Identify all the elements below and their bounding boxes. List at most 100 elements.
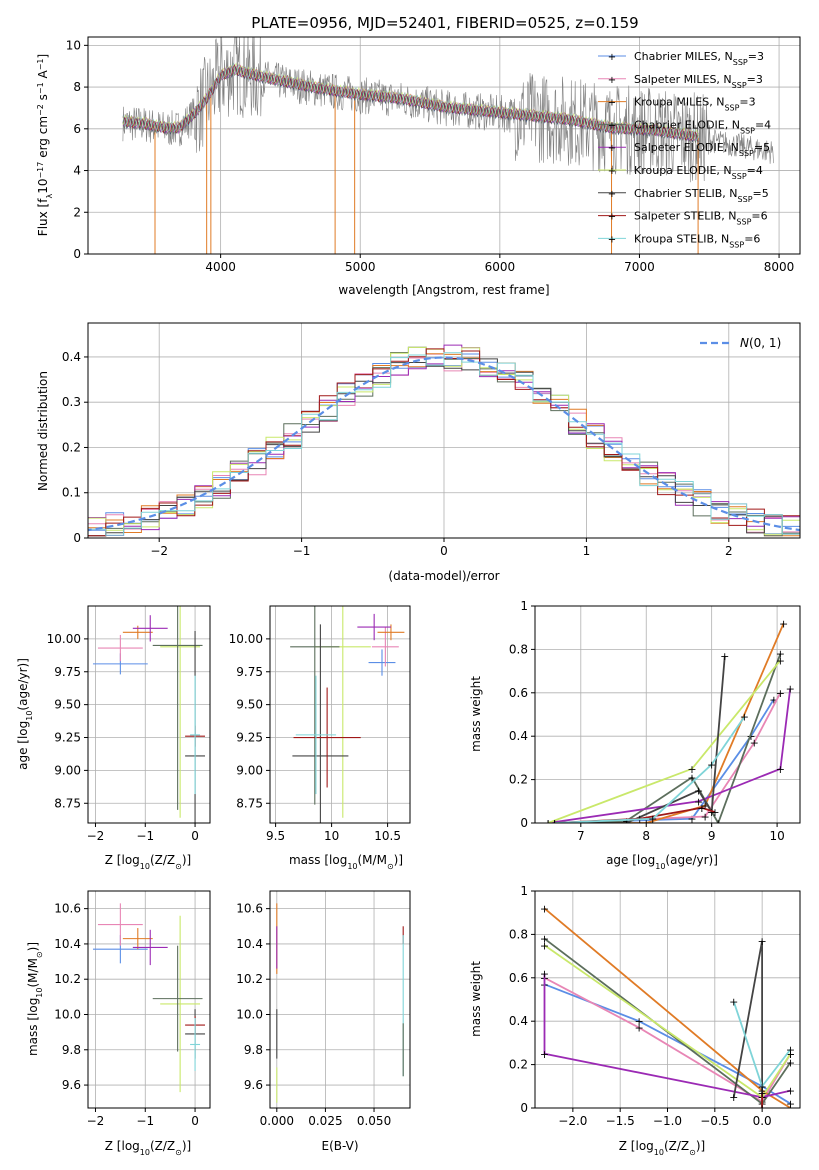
mass-weight-series-4 — [547, 688, 792, 823]
axes-frame — [534, 890, 801, 1109]
mass-weight-point: + — [758, 1080, 767, 1093]
y-tick-label: 0.3 — [62, 395, 81, 409]
axes-frame — [269, 605, 411, 824]
mass-weight-point: + — [687, 763, 696, 776]
spectrum-xlabel: wavelength [Angstrom, rest frame] — [338, 283, 549, 297]
x-tick-label: 7 — [577, 829, 585, 843]
mass-weight-point: + — [707, 758, 716, 771]
mass-weight-point: + — [720, 650, 729, 663]
x-tick-label: 7000 — [624, 260, 655, 274]
mass-vs-Z-axes: −2 −1 0 9.6 9.8 10.0 10.2 10.4 10.6 — [54, 890, 211, 1128]
mass-vs-Z-plot — [92, 903, 206, 1093]
age-vs-mass-plot — [290, 606, 405, 823]
mass-weight-point: + — [786, 682, 795, 695]
y-tick-label: 0 — [73, 247, 81, 261]
mass-weight-point: + — [740, 711, 749, 724]
x-tick-label: 0.025 — [308, 1114, 342, 1128]
mass-weight-point: + — [714, 817, 723, 830]
y-tick-label: 10.4 — [54, 937, 81, 951]
y-tick-label: 10.00 — [47, 632, 81, 646]
mass-weight-series-4 — [543, 973, 791, 1099]
x-tick-label: −1 — [136, 1114, 154, 1128]
y-tick-label: 9.6 — [62, 1078, 81, 1092]
mass-weight-point: + — [694, 784, 703, 797]
mass-weight-point: + — [776, 687, 785, 700]
mass-weight-point: + — [758, 1087, 767, 1100]
legend-label: Chabrier ELODIE, NSSP=4 — [634, 118, 771, 135]
y-tick-label: 0.8 — [509, 927, 528, 941]
y-tick-label: 0 — [520, 1101, 528, 1115]
residual-histogram-6 — [88, 358, 800, 537]
legend-marker: + — [608, 75, 616, 86]
legend-label: Chabrier STELIB, NSSP=5 — [634, 187, 769, 204]
mass-weight-point: + — [540, 902, 549, 915]
x-tick-label: 1 — [583, 544, 591, 558]
x-tick-label: 0 — [191, 1114, 199, 1128]
residual-histogram-8 — [88, 352, 800, 537]
legend-label: Salpeter ELODIE, NSSP=5 — [634, 141, 770, 158]
age-vs-mass-xlabel: mass [log10(M/M⊙)] — [289, 853, 403, 871]
age-vs-mass-axes: 9.5 10 10.5 8.75 9.00 9.25 9.50 9.75 10.00 — [229, 605, 411, 843]
y-tick-label: 0.2 — [509, 773, 528, 787]
mass-weight-point: + — [540, 1048, 549, 1061]
legend-label: Kroupa STELIB, NSSP=6 — [634, 232, 760, 249]
mass-weight-point: + — [776, 648, 785, 661]
mass-weight-series-6 — [732, 940, 763, 1108]
model-spectrum-5 — [122, 62, 699, 141]
residuals-ylabel: Normed distribution — [36, 371, 50, 491]
x-tick-label: 5000 — [345, 260, 376, 274]
age-vs-Z-xlabel: Z [log10(Z/Z⊙)] — [105, 853, 191, 871]
x-tick-label: 10.5 — [374, 829, 401, 843]
reference-legend-label: N(0, 1) — [740, 336, 781, 350]
mass-weight-vs-Z-xlabel: Z [log10(Z/Z⊙)] — [619, 1139, 705, 1157]
y-tick-label: 10.6 — [54, 902, 81, 916]
mass-vs-ebv-axes: 0.000 0.025 0.050 9.6 9.8 10.0 10.2 10.4 10.6 — [236, 890, 411, 1128]
y-tick-label: 10.4 — [236, 937, 263, 951]
mass-weight-point: + — [550, 817, 559, 830]
residuals-axes: −2 −1 0 1 2 0 0.1 0.2 0.3 0.4 — [62, 322, 801, 558]
y-tick-label: 10 — [66, 38, 81, 52]
figure-title: PLATE=0956, MJD=52401, FIBERID=0525, z=0… — [251, 14, 638, 32]
age-vs-Z-plot — [92, 606, 206, 823]
y-tick-label: 0.2 — [62, 440, 81, 454]
x-tick-label: 0 — [191, 829, 199, 843]
model-spectrum-6 — [122, 64, 699, 144]
y-tick-label: 0.4 — [509, 729, 528, 743]
mass-weight-series-5 — [547, 659, 782, 823]
legend-marker: + — [608, 166, 616, 177]
mass-weight-point: + — [786, 1098, 795, 1111]
mass-weight-point: + — [694, 795, 703, 808]
y-tick-label: 9.6 — [244, 1078, 263, 1092]
mass-weight-vs-age-plot: + ++++++++ ++++ ++++++++++++ +++++ ++ ++ +++ — [543, 617, 795, 830]
mass-weight-point: + — [729, 996, 738, 1009]
legend-marker: + — [608, 234, 616, 245]
mass-weight-point: + — [635, 813, 644, 826]
mass-weight-vs-Z-ylabel: mass weight — [469, 961, 483, 1037]
x-tick-label: −1 — [136, 829, 154, 843]
x-tick-label: 0.050 — [357, 1114, 391, 1128]
y-tick-label: 10.2 — [236, 972, 263, 986]
mass-weight-point: + — [540, 967, 549, 980]
y-tick-label: 10.2 — [54, 972, 81, 986]
mass-weight-vs-Z-plot: +++++++++++++++++++++++++++++ — [540, 902, 795, 1111]
y-tick-label: 8.75 — [236, 796, 263, 810]
spectrum-ylabel: Flux [fλ10−17 erg cm−2 s−1 A−1] — [36, 54, 54, 236]
x-tick-label: −0.5 — [700, 1114, 729, 1128]
mass-weight-point: + — [710, 806, 719, 819]
mass-weight-point: + — [648, 813, 657, 826]
y-tick-label: 9.8 — [62, 1043, 81, 1057]
mass-weight-point: + — [786, 1056, 795, 1069]
axes-frame — [87, 36, 801, 255]
mass-weight-series-1 — [544, 977, 792, 1103]
residuals-xlabel: (data-model)/error — [388, 569, 499, 583]
mass-weight-point: + — [642, 817, 651, 830]
mass-weight-vs-age-xlabel: age [log10(age/yr)] — [606, 853, 718, 871]
legend-label: Kroupa ELODIE, NSSP=4 — [634, 164, 763, 181]
axes-frame — [87, 890, 211, 1109]
y-tick-label: 10.00 — [229, 632, 263, 646]
mass-vs-Z-xlabel: Z [log10(Z/Z⊙)] — [105, 1139, 191, 1157]
mass-weight-point: + — [786, 1048, 795, 1061]
x-tick-label: 8000 — [764, 260, 795, 274]
mass-weight-series-6 — [554, 655, 726, 823]
axes-frame — [87, 605, 211, 824]
